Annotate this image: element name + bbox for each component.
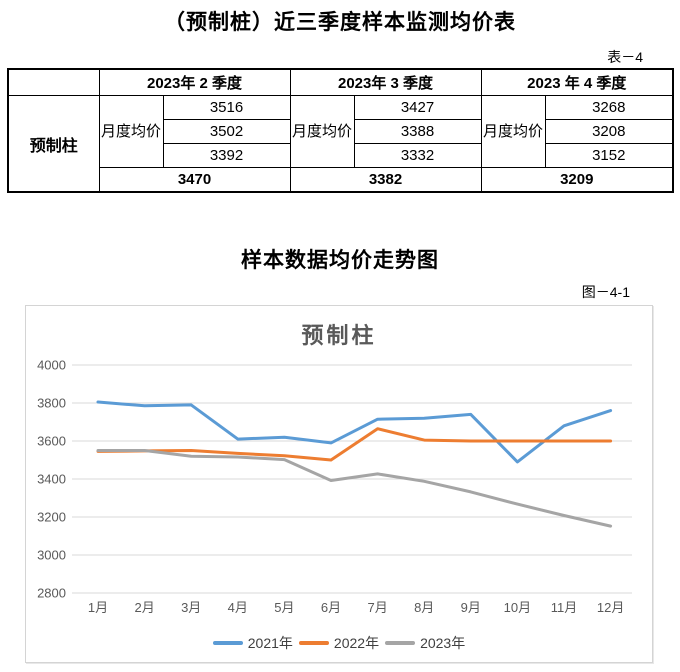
x-tick-label: 4月 (228, 600, 248, 615)
y-tick-label: 4000 (37, 358, 66, 373)
quarter-average: 3470 (98, 167, 291, 193)
legend-item-2023年: 2023年 (385, 633, 465, 653)
x-tick-label: 3月 (181, 600, 201, 615)
x-tick-label: 2月 (134, 600, 154, 615)
y-tick-label: 3400 (37, 472, 66, 487)
x-tick-label: 10月 (504, 600, 531, 615)
legend-label: 2021年 (247, 635, 293, 651)
quarter-header-q2: 2023年 2 季度 (98, 68, 291, 96)
chart-section-title: 样本数据均价走势图 (241, 249, 439, 272)
monthly-avg-label-q3: 月度均价 (289, 95, 355, 168)
table-average-row: 3470 3382 3209 (8, 167, 674, 193)
legend-label: 2022年 (333, 635, 380, 651)
month-value: 3268 (544, 95, 674, 120)
month-value: 3392 (162, 143, 291, 168)
series-line-2022年 (96, 427, 613, 462)
month-value: 3516 (162, 95, 291, 120)
y-tick-label: 3600 (37, 434, 66, 449)
y-tick-label: 3800 (37, 396, 66, 411)
x-tick-label: 12月 (597, 600, 624, 615)
quarter-header-q4: 2023 年 4 季度 (480, 68, 674, 96)
table-corner-cell (7, 68, 100, 96)
x-tick-label: 6月 (321, 600, 341, 615)
chart-plot-area: 4000 3800 3600 3400 3200 3000 2800 1月 2月 3月 4月 5月 6月… (37, 358, 632, 615)
legend-swatch (298, 641, 329, 645)
month-value: 3502 (162, 119, 291, 144)
price-table: 2023年 2 季度 2023年 3 季度 2023 年 4 季度 预制柱 月度… (7, 68, 675, 193)
document-title: （预制桩）近三季度样本监测均价表 (164, 11, 516, 34)
month-value: 3208 (544, 119, 674, 144)
month-value: 3152 (544, 143, 674, 168)
trend-chart: 4000 3800 3600 3400 3200 3000 2800 1月 2月 3月 4月 5月 6月… (25, 305, 653, 663)
month-value: 3388 (353, 119, 482, 144)
legend-item-2021年: 2021年 (212, 633, 293, 653)
quarter-header-q3: 2023年 3 季度 (289, 68, 482, 96)
y-tick-label: 3200 (37, 510, 66, 525)
quarter-average: 3382 (289, 167, 482, 193)
chart-legend: 2021年 2022年 2023年 (26, 633, 652, 653)
legend-label: 2023年 (420, 635, 466, 651)
month-value: 3332 (353, 143, 482, 168)
quarter-average: 3209 (480, 167, 674, 193)
table-row: 预制柱 月度均价 3516 月度均价 3427 月度均价 3268 (7, 95, 674, 193)
table-header-row: 2023年 2 季度 2023年 3 季度 2023 年 4 季度 (7, 68, 674, 96)
legend-item-2022年: 2022年 (298, 633, 380, 653)
legend-swatch (385, 641, 416, 645)
table-row: 3392 3332 3152 (8, 143, 674, 168)
y-tick-label: 2800 (37, 586, 66, 601)
month-value: 3427 (353, 95, 482, 120)
y-tick-label: 3000 (37, 548, 66, 563)
chart-title: 预制柱 (301, 323, 377, 349)
x-tick-label: 8月 (414, 600, 434, 615)
monthly-avg-label-q4: 月度均价 (480, 95, 546, 168)
x-tick-label: 7月 (367, 600, 387, 615)
series-line-2021年 (96, 400, 613, 464)
x-tick-label: 1月 (88, 600, 108, 615)
table-number-tag: 表－4 (607, 49, 643, 65)
figure-number-tag: 图－4-1 (581, 284, 630, 300)
series-line-2023年 (96, 449, 613, 528)
row-label-material: 预制柱 (7, 95, 100, 193)
x-tick-label: 11月 (551, 600, 578, 615)
x-tick-label: 5月 (274, 600, 294, 615)
x-tick-label: 9月 (461, 600, 481, 615)
legend-swatch (212, 641, 243, 645)
table-row: 3502 3388 3208 (8, 119, 674, 144)
monthly-avg-label-q2: 月度均价 (98, 95, 164, 168)
